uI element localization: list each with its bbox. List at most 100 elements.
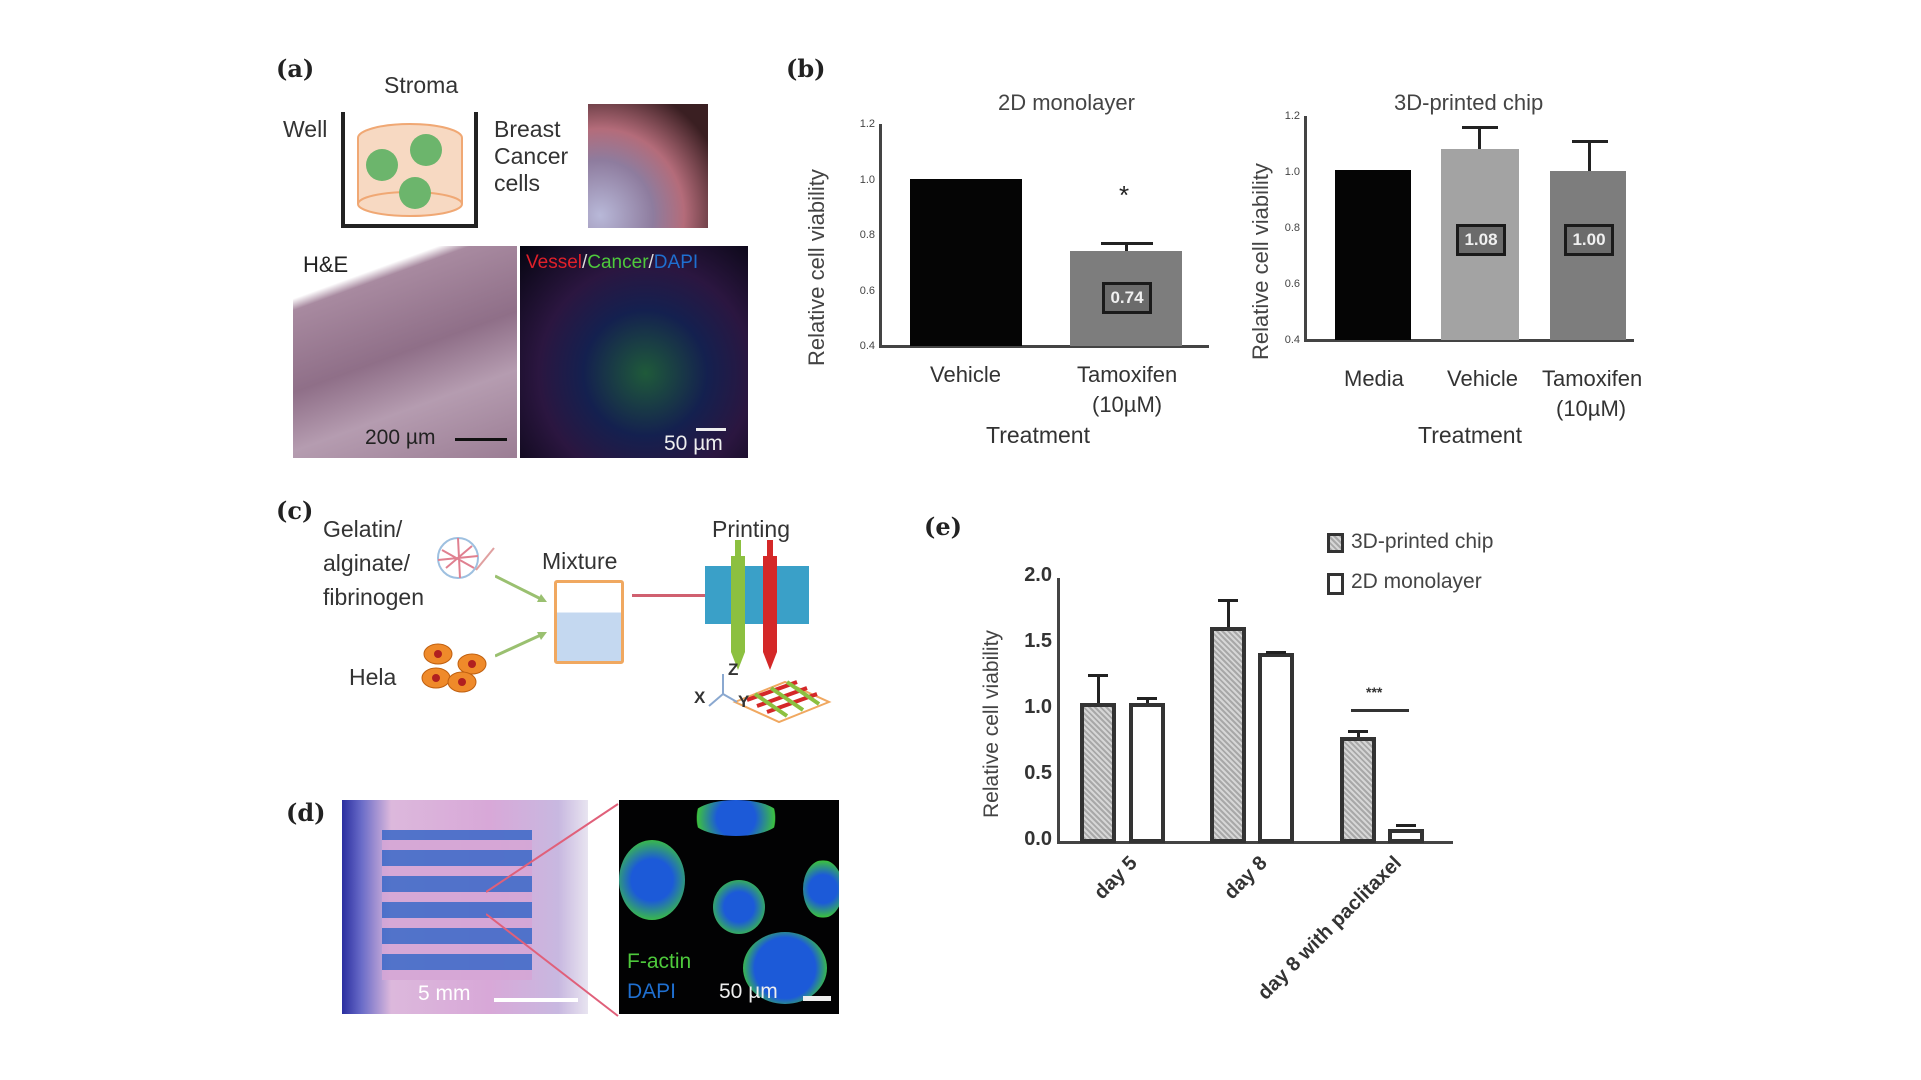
mixture-label: Mixture — [542, 548, 618, 574]
he-stain-image: H&E 200 µm — [293, 246, 517, 458]
well-label: Well — [283, 116, 328, 142]
legend-swatch-2d — [1327, 573, 1344, 595]
bar-3d-day5 — [1080, 703, 1116, 843]
y-tick: 0.4 — [1284, 334, 1300, 346]
panel-label-c: (c) — [276, 496, 314, 525]
x-tick-label: Tamoxifen — [1542, 366, 1643, 391]
y-axis — [879, 124, 882, 348]
axis-x-label: X — [694, 688, 706, 707]
legend-swatch-3d — [1327, 533, 1344, 553]
hela-cells-icon — [420, 640, 500, 698]
sep-2: / — [648, 252, 654, 273]
error-cap — [1572, 140, 1608, 143]
scaffold-grid — [382, 830, 532, 980]
y-tick: 0.8 — [1284, 222, 1300, 234]
bar-media — [1335, 170, 1411, 340]
panel-label-d: (d) — [286, 798, 326, 827]
arrow-to-printer-icon — [632, 594, 708, 597]
x-tick-label: Vehicle — [1447, 366, 1518, 391]
well-schematic — [340, 110, 480, 230]
material-label-1: Gelatin/ — [323, 516, 403, 542]
error-cap — [1396, 824, 1416, 827]
x-axis-title: Treatment — [1418, 422, 1522, 448]
x-tick-label: Media — [1344, 366, 1404, 391]
x-axis — [1304, 339, 1634, 342]
material-label-3: fibrinogen — [323, 584, 425, 610]
error-cap — [1462, 126, 1498, 129]
fluor-scale-bar — [696, 428, 726, 431]
cancer-label: Cancer — [587, 252, 649, 273]
printed-scaffold-photo: 5 mm — [342, 800, 588, 1014]
panel-label-b: (b) — [786, 54, 826, 83]
stroma-label: Stroma — [384, 72, 459, 98]
vessel-label: Vessel — [526, 252, 582, 273]
error-cap — [1088, 674, 1108, 677]
x-axis-title: Treatment — [986, 422, 1090, 448]
material-label-2: alginate/ — [323, 550, 410, 576]
y-tick: 2.0 — [1024, 564, 1052, 586]
bar-3d-day8 — [1210, 627, 1246, 843]
y-axis — [1057, 578, 1060, 844]
fluorescence-image-a: Vessel/Cancer/DAPI 50 µm — [520, 246, 748, 458]
axis-z-label: Z — [728, 660, 739, 679]
y-tick: 0.8 — [859, 229, 875, 241]
spheroid-scale-text: 50 µm — [719, 980, 778, 1003]
y-axis-title: Relative cell viability — [804, 169, 829, 366]
he-scale-bar — [455, 438, 507, 441]
value-label: 0.74 — [1102, 282, 1152, 314]
y-tick: 1.0 — [859, 174, 875, 186]
error-bar — [1588, 142, 1591, 171]
x-tick-label: day 8 with paclitaxel — [1253, 852, 1406, 1005]
legend-label-2d: 2D monolayer — [1351, 570, 1482, 593]
error-bar — [1478, 128, 1481, 149]
bar-vehicle — [910, 179, 1022, 346]
y-axis-title: Relative cell viability — [1248, 163, 1273, 360]
he-scale-text: 200 µm — [365, 426, 436, 449]
cancer-label-1: Breast — [494, 116, 561, 142]
bar-2d-day5 — [1129, 703, 1165, 843]
y-tick: 1.2 — [1284, 110, 1300, 122]
panel-label-e: (e) — [924, 512, 962, 541]
significance-bracket — [1351, 709, 1409, 712]
x-tick-label: (10µM) — [1092, 392, 1163, 417]
spheroid-fluorescence-image: F-actin DAPI 50 µm — [619, 800, 839, 1014]
error-cap — [1348, 730, 1368, 733]
legend-label-3d: 3D-printed chip — [1351, 530, 1494, 553]
panel-label-a: (a) — [276, 54, 315, 83]
error-bar — [1357, 731, 1360, 737]
factin-label: F-actin — [627, 950, 692, 973]
x-tick-label: day 5 — [1089, 852, 1142, 904]
significance-stars: *** — [1366, 684, 1383, 700]
well-photo — [588, 104, 708, 228]
error-bar — [1146, 698, 1149, 703]
error-bar — [1097, 676, 1100, 703]
mixture-container-icon — [554, 580, 624, 664]
y-tick: 0.0 — [1024, 828, 1052, 850]
printing-label: Printing — [712, 516, 790, 542]
x-tick-label: Tamoxifen — [1077, 362, 1178, 387]
polymer-network-icon — [428, 528, 498, 592]
y-tick: 1.5 — [1024, 630, 1052, 652]
error-cap — [1137, 697, 1157, 700]
error-bar — [1227, 601, 1230, 627]
y-tick: 0.6 — [1284, 278, 1300, 290]
hela-label: Hela — [349, 664, 397, 690]
y-tick: 0.5 — [1024, 762, 1052, 784]
he-label: H&E — [299, 252, 353, 278]
dapi-label: DAPI — [653, 252, 699, 273]
y-tick: 1.2 — [859, 118, 875, 130]
cancer-label-3: cells — [494, 170, 541, 196]
y-axis — [1304, 116, 1307, 342]
error-cap — [1101, 242, 1153, 245]
arrow-to-mixture-icon — [494, 572, 555, 666]
chart-title: 2D monolayer — [998, 90, 1135, 115]
spheroid-scale-bar — [803, 996, 831, 1001]
sep-1: / — [581, 252, 588, 273]
fluor-scale-text: 50 µm — [664, 432, 723, 455]
zoom-connector-icon — [485, 800, 622, 1024]
x-tick-label: (10µM) — [1556, 396, 1627, 421]
x-tick-label: Vehicle — [930, 362, 1001, 387]
value-label: 1.08 — [1456, 224, 1506, 256]
bar-2d-day8 — [1258, 653, 1294, 843]
error-cap — [1218, 599, 1238, 602]
